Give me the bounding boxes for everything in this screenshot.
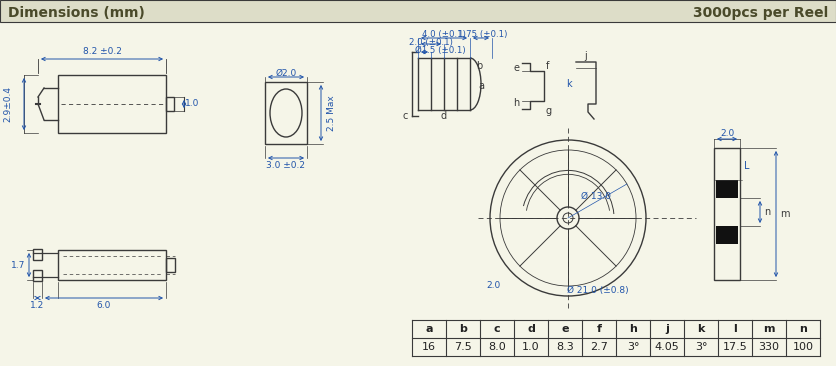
Text: 2.0: 2.0 [720,130,734,138]
Text: Ø1.5 (±0.1): Ø1.5 (±0.1) [415,45,466,55]
Text: b: b [459,324,467,334]
Bar [0,0,836,22]
Text: f: f [597,324,601,334]
Text: b: b [476,61,482,71]
Text: L: L [744,161,750,171]
Text: 2.0 (±0.1): 2.0 (±0.1) [409,37,453,46]
Text: 1.2: 1.2 [30,302,44,310]
Text: Ø 21.0 (±0.8): Ø 21.0 (±0.8) [567,285,629,295]
Text: l: l [733,324,737,334]
Text: m: m [763,324,775,334]
Bar [58,75,166,133]
Text: 100: 100 [793,342,813,352]
Text: n: n [799,324,807,334]
Text: 7.5: 7.5 [454,342,472,352]
Text: 8.2 ±0.2: 8.2 ±0.2 [83,48,121,56]
Text: d: d [441,111,447,121]
Text: 1.0: 1.0 [185,100,199,108]
Text: 8.0: 8.0 [488,342,506,352]
Text: 2.5 Max: 2.5 Max [327,95,335,131]
Text: 1.75 (±0.1): 1.75 (±0.1) [458,30,507,38]
Bar [33,249,42,260]
Text: d: d [527,324,535,334]
Text: 4.05: 4.05 [655,342,680,352]
Bar [166,97,174,111]
Text: 3°: 3° [627,342,640,352]
Text: 4.0 (±0.1): 4.0 (±0.1) [422,30,466,38]
Text: 2.7: 2.7 [590,342,608,352]
Bar [714,148,740,280]
Text: j: j [665,324,669,334]
Bar [716,180,738,198]
Bar [33,270,42,281]
Text: g: g [546,106,552,116]
Text: 2.9±0.4: 2.9±0.4 [3,86,13,122]
Text: e: e [561,324,568,334]
Text: c: c [403,111,408,121]
Text: 3°: 3° [695,342,707,352]
Text: 6.0: 6.0 [97,302,111,310]
Text: Dimensions (mm): Dimensions (mm) [8,6,145,20]
Text: 330: 330 [758,342,779,352]
Text: h: h [512,98,519,108]
Text: 2.0: 2.0 [486,281,500,291]
Text: f: f [546,61,549,71]
Text: 8.3: 8.3 [556,342,573,352]
Text: 17.5: 17.5 [722,342,747,352]
Text: e: e [513,63,519,73]
Bar [716,226,738,244]
Text: 3000pcs per Reel: 3000pcs per Reel [693,6,828,20]
Text: Ø 13.0: Ø 13.0 [581,191,611,201]
Bar [166,258,175,272]
Text: Ø2.0: Ø2.0 [275,68,297,78]
Text: a: a [478,81,484,91]
Text: 16: 16 [422,342,436,352]
Text: k: k [566,79,572,89]
Text: 3.0 ±0.2: 3.0 ±0.2 [267,161,305,171]
Bar [58,250,166,280]
Bar [265,82,307,144]
Text: n: n [764,207,770,217]
Text: h: h [629,324,637,334]
Text: j: j [584,51,588,61]
Text: 1.0: 1.0 [522,342,540,352]
Text: a: a [426,324,433,334]
Text: c: c [494,324,500,334]
Text: m: m [780,209,789,219]
Text: k: k [697,324,705,334]
Text: 1.7: 1.7 [11,261,25,269]
